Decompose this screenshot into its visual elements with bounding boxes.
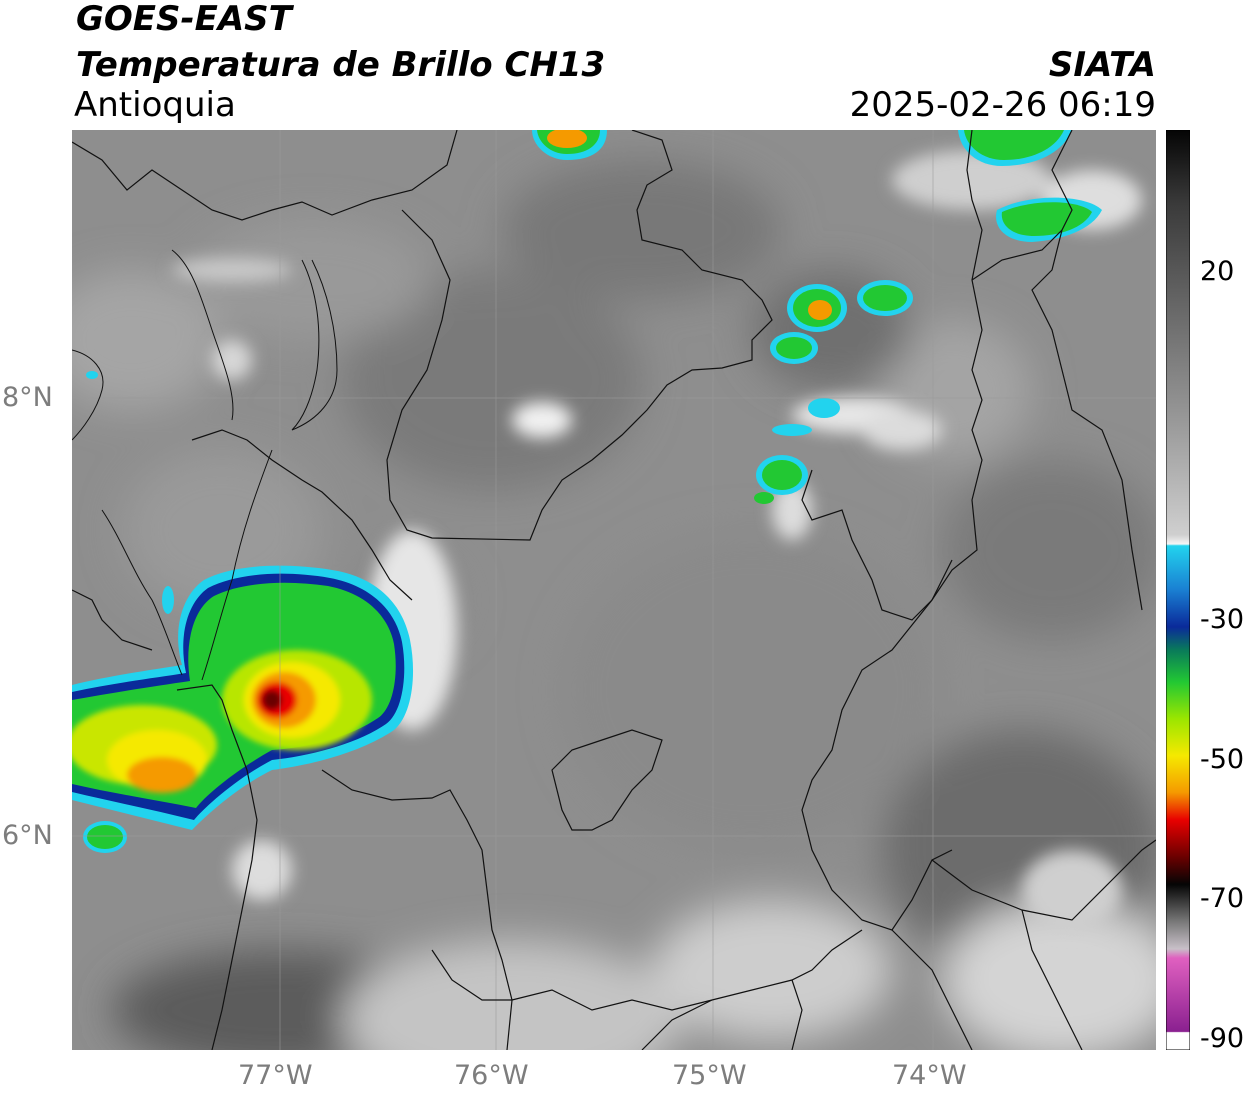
coastlines [72,249,338,681]
colorbar-tick-label: -50 [1200,744,1245,775]
colorbar-tick-label: 20 [1200,256,1235,287]
satellite-title: GOES-EAST [76,0,292,39]
latitude-label: 8°N [2,382,53,413]
administrative-boundaries [72,130,1156,1050]
longitude-label: 77°W [238,1060,313,1091]
colorbar-tick-label: -90 [1200,1023,1245,1054]
region-label: Antioquia [74,85,236,125]
product-title: Temperatura de Brillo CH13 [76,45,606,85]
latitude-label: 6°N [2,820,53,851]
graticule [72,130,1156,1050]
longitude-label: 74°W [892,1060,967,1091]
bright-cloud-patches [172,150,1142,930]
colorbar-gradient [1166,130,1190,1050]
convective-cells [83,130,1102,853]
longitude-label: 75°W [672,1060,747,1091]
timestamp-label: 2025-02-26 06:19 [849,85,1156,125]
satellite-map [72,130,1156,1050]
colorbar-tick-label: -30 [1200,604,1245,635]
source-label: SIATA [1048,45,1156,85]
colorbar [1166,130,1190,1050]
longitude-label: 76°W [454,1060,529,1091]
colorbar-tick-label: -70 [1200,883,1245,914]
storm-complex-west [72,565,414,830]
